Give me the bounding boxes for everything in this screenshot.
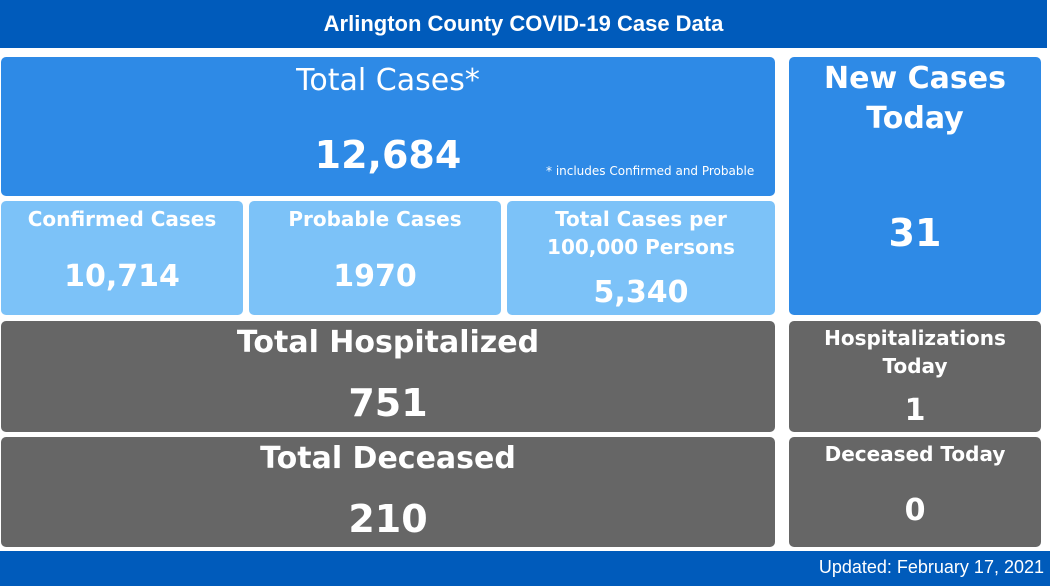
hospitalized-label: Total Hospitalized <box>236 325 540 360</box>
hosp-today-label-1: Hospitalizations <box>824 326 1006 350</box>
page-header: Arlington County COVID-19 Case Data <box>0 0 1047 48</box>
new-cases-tile: New Cases Today 31 <box>789 57 1041 315</box>
hospitalized-value: 751 <box>348 381 428 425</box>
confirmed-label: Confirmed Cases <box>27 207 217 231</box>
page-title: Arlington County COVID-19 Case Data <box>323 11 724 36</box>
probable-value: 1970 <box>333 259 417 294</box>
total-cases-value: 12,684 <box>314 133 462 177</box>
hosp-today-label-2: Today <box>882 354 948 378</box>
per-100k-label-2: 100,000 Persons <box>547 235 735 259</box>
footer: Updated: February 17, 2021 <box>0 551 1050 586</box>
total-deceased-tile: Total Deceased 210 <box>1 437 775 547</box>
new-cases-label-2: Today <box>866 101 964 136</box>
updated-date: Updated: February 17, 2021 <box>818 557 1044 577</box>
total-cases-tile: Total Cases* 12,684 * includes Confirmed… <box>1 57 775 196</box>
new-cases-label-1: New Cases <box>824 61 1006 96</box>
confirmed-cases-tile: Confirmed Cases 10,714 <box>1 201 243 315</box>
hospitalizations-today-tile: Hospitalizations Today 1 <box>789 321 1041 432</box>
hosp-today-value: 1 <box>904 393 926 428</box>
per-100k-value: 5,340 <box>593 275 689 310</box>
probable-cases-tile: Probable Cases 1970 <box>249 201 501 315</box>
deceased-today-tile: Deceased Today 0 <box>789 437 1041 547</box>
per-100k-label-1: Total Cases per <box>555 207 727 231</box>
total-cases-label: Total Cases* <box>296 63 480 98</box>
confirmed-value: 10,714 <box>64 259 180 294</box>
per-100k-tile: Total Cases per 100,000 Persons 5,340 <box>507 201 775 315</box>
total-cases-note: * includes Confirmed and Probable <box>546 164 755 178</box>
deceased-value: 210 <box>348 497 428 541</box>
total-hospitalized-tile: Total Hospitalized 751 <box>1 321 775 432</box>
deceased-today-label: Deceased Today <box>824 442 1006 466</box>
new-cases-value: 31 <box>888 211 942 255</box>
deceased-label: Total Deceased <box>260 441 516 476</box>
deceased-today-value: 0 <box>904 493 926 528</box>
probable-label: Probable Cases <box>288 207 462 231</box>
